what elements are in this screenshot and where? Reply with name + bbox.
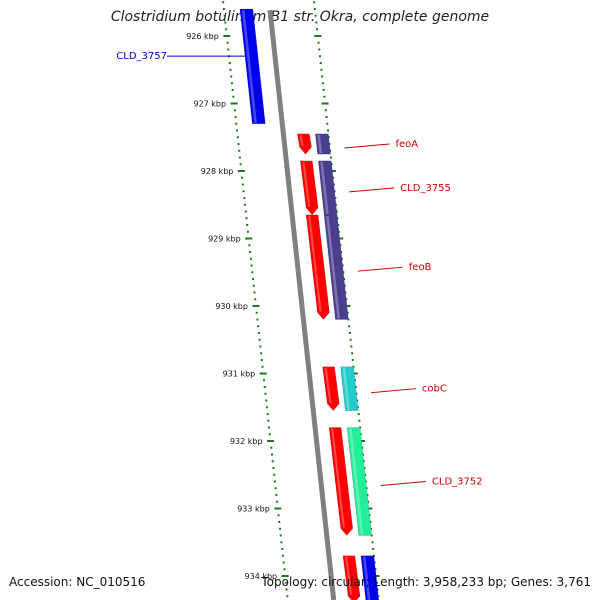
tick-layer: 926 kbp 927 kbp 928 kbp 929 kbp 930 kbp 931 k… [186,1,380,598]
gene-CLD_3752-highlight [349,428,364,535]
red-feature-0-highlight [299,134,304,147]
gene-unnamed-6[interactable] [360,555,379,600]
gene-feoB[interactable] [323,214,349,320]
gene-label-leader [344,143,390,149]
map-title: Clostridium botulinum B1 str. Okra, comp… [110,9,490,25]
red-feature-1-highlight [302,161,311,207]
gene-CLD_3757[interactable] [239,8,266,124]
accession-text: Accession: NC_010516 [9,575,146,589]
gene-cobC[interactable] [340,366,359,411]
gene-unnamed-6-highlight [362,556,371,600]
backbone-layer [267,9,337,600]
gene-label-leader [357,266,403,272]
gene-label-leader [370,388,416,394]
red-feature-5-highlight [344,556,353,595]
gene-label-leader [349,187,395,193]
gene-label-leader [380,481,426,486]
ruler-tick-label: 927 kbp [193,100,226,109]
gene-label: feoA [395,139,418,150]
ruler-tick-label: 932 kbp [230,437,263,446]
gene-feoB-highlight [326,215,340,319]
ruler-tick-label: 926 kbp [186,32,219,41]
red-feature-1[interactable] [300,160,319,216]
feature-layer [239,8,379,600]
red-feature-2[interactable] [305,214,330,320]
genome-backbone [267,9,337,600]
gene-label: cobC [422,384,447,395]
genome-summary-text: Topology: circular; Length: 3,958,233 bp… [261,575,591,589]
red-feature-3-highlight [324,367,332,403]
gene-CLD_3752[interactable] [346,427,373,536]
gene-label: CLD_3757 [116,51,167,62]
gene-cobC-highlight [342,367,350,410]
ruler-tick-label: 934 kbp [245,572,278,581]
red-feature-0[interactable] [297,133,312,155]
red-feature-3[interactable] [322,366,340,412]
gene-feoA-highlight [317,134,323,154]
ruler-tick-label: 933 kbp [237,505,270,514]
ruler-tick-label: 929 kbp [208,235,241,244]
gene-label: CLD_3752 [432,477,483,488]
ruler-tick-label: 931 kbp [223,370,256,379]
ruler-tick-label: 928 kbp [201,167,234,176]
red-feature-2-highlight [308,215,322,312]
red-feature-4[interactable] [328,427,354,536]
red-feature-4-highlight [331,428,345,528]
gene-feoA[interactable] [315,133,331,155]
gene-CLD_3757-highlight [241,10,257,123]
ruler-tick-label: 930 kbp [215,302,248,311]
gene-CLD_3755-highlight [320,161,329,214]
label-layer: CLD_3757 feoA CLD_3755 feoB cobC CLD_3752 [116,51,482,487]
gene-label: feoB [409,262,432,273]
gene-label: CLD_3755 [400,183,451,194]
